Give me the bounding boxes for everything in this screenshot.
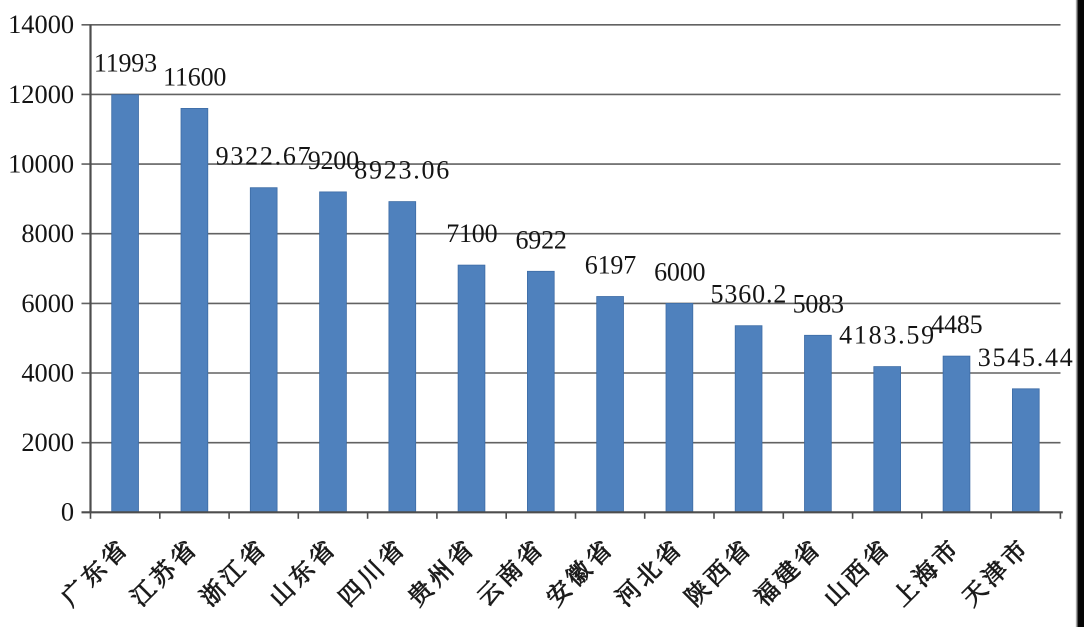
svg-text:6922: 6922 bbox=[515, 225, 566, 254]
svg-text:11600: 11600 bbox=[163, 62, 226, 91]
svg-text:6000: 6000 bbox=[654, 257, 705, 286]
svg-text:3545.44: 3545.44 bbox=[978, 343, 1075, 372]
svg-text:9200: 9200 bbox=[308, 146, 359, 175]
svg-text:11993: 11993 bbox=[94, 49, 157, 78]
svg-text:4183.59: 4183.59 bbox=[839, 321, 936, 350]
svg-text:9322.67: 9322.67 bbox=[216, 142, 313, 171]
svg-text:5360.2: 5360.2 bbox=[710, 280, 787, 309]
svg-text:5083: 5083 bbox=[793, 289, 844, 318]
svg-text:14000: 14000 bbox=[8, 9, 74, 39]
svg-text:12000: 12000 bbox=[8, 79, 74, 109]
svg-text:8000: 8000 bbox=[21, 218, 74, 248]
svg-text:4000: 4000 bbox=[21, 357, 74, 387]
svg-text:8923.06: 8923.06 bbox=[354, 156, 451, 185]
svg-text:6197: 6197 bbox=[585, 251, 636, 280]
svg-text:0: 0 bbox=[61, 497, 74, 527]
svg-text:7100: 7100 bbox=[446, 219, 497, 248]
svg-text:6000: 6000 bbox=[21, 288, 74, 318]
svg-text:2000: 2000 bbox=[21, 427, 74, 457]
svg-text:10000: 10000 bbox=[8, 149, 74, 179]
svg-text:4485: 4485 bbox=[931, 310, 982, 339]
